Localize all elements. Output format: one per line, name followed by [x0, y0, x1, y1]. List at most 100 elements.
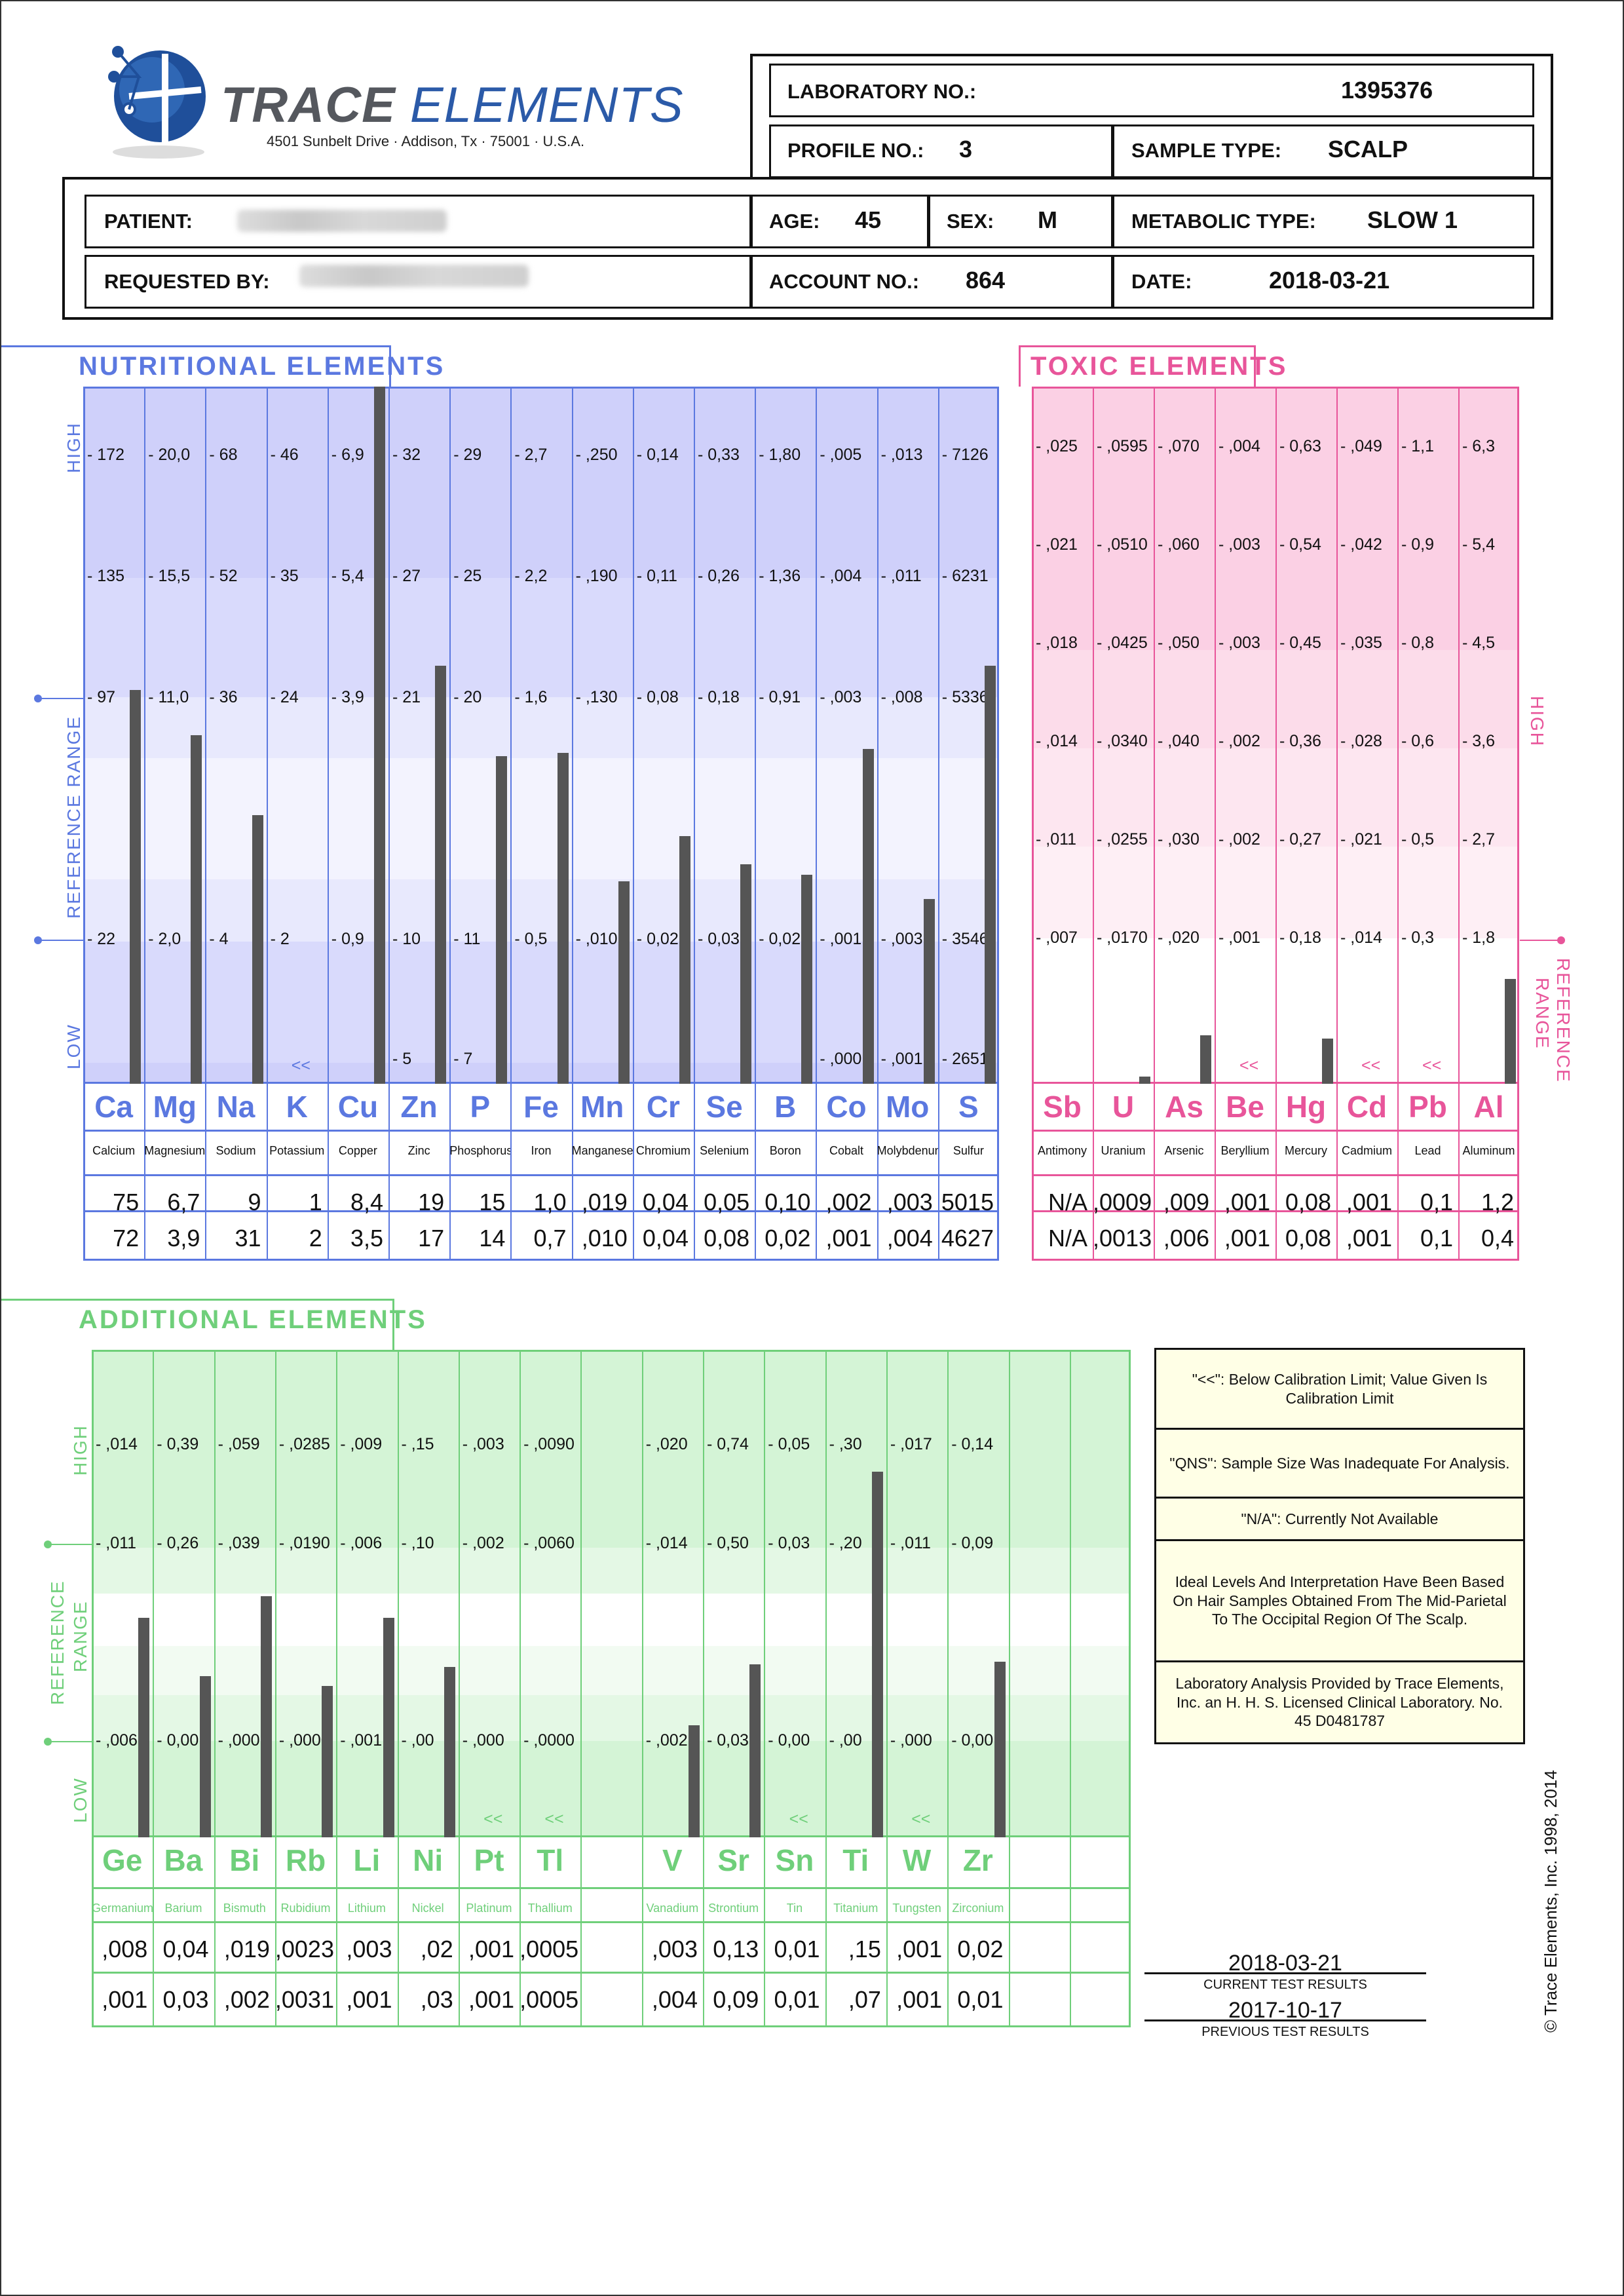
nutritional-tick-label: - 11,0	[148, 688, 189, 706]
nutritional-previous-value: ,001	[825, 1225, 872, 1252]
nutritional-low-tick: - ,001	[880, 1050, 923, 1068]
legend-laboratory: Laboratory Analysis Provided by Trace El…	[1175, 1674, 1504, 1730]
toxic-tick-label: - 0,63	[1279, 437, 1321, 455]
additional-tick-label: - ,009	[340, 1435, 383, 1453]
additional-tick-label: - 0,00	[157, 1731, 199, 1750]
toxic-tick-label: - ,0510	[1097, 535, 1148, 554]
nutritional-current-value: 6,7	[167, 1189, 200, 1215]
toxic-tick-label: - ,002	[1218, 830, 1260, 849]
additional-name: Bismuth	[223, 1902, 266, 1915]
additional-tick-label: - ,0000	[523, 1731, 575, 1750]
toxic-below-limit-marker: <<	[1361, 1056, 1381, 1075]
date-label: DATE:	[1131, 270, 1192, 293]
nutritional-tick-label: - 0,18	[698, 688, 740, 706]
additional-column-divider	[274, 1350, 276, 2027]
nutritional-tick-label: - ,013	[880, 446, 923, 464]
nutritional-tick-label: - 0,02	[759, 930, 801, 948]
nutritional-tick-label: - 20,0	[148, 446, 191, 464]
toxic-tick-label: - ,025	[1036, 437, 1078, 455]
toxic-tick-label: - 0,3	[1401, 928, 1435, 947]
nutritional-low-label: LOW	[64, 1024, 84, 1069]
nutritional-tick-label: - 27	[392, 567, 421, 585]
toxic-name: Lead	[1414, 1144, 1441, 1157]
additional-tick-label: - ,00	[829, 1731, 862, 1750]
toxic-tick-label: - ,003	[1218, 535, 1260, 554]
nutritional-tab-frame	[1, 345, 391, 387]
nutritional-band	[83, 578, 999, 697]
additional-current-value: ,003	[346, 1936, 392, 1962]
nutritional-tick-label: - 0,9	[331, 930, 364, 948]
nutritional-table-row-line	[83, 1130, 999, 1132]
nutritional-tick-label: - 24	[270, 688, 299, 706]
additional-tick-label: - ,000	[890, 1731, 932, 1750]
additional-name: Platinum	[466, 1902, 512, 1915]
toxic-below-limit-marker: <<	[1239, 1056, 1259, 1075]
nutritional-previous-value: 4627	[941, 1225, 994, 1252]
additional-tick-label: - ,0190	[278, 1534, 330, 1552]
additional-tick-label: - ,0285	[278, 1435, 330, 1453]
additional-tick-label: - 0,26	[157, 1534, 199, 1552]
current-date-rule	[1144, 1972, 1426, 1974]
nutritional-band	[83, 387, 999, 578]
nutritional-result-bar	[985, 665, 996, 1084]
nutritional-result-bar	[191, 735, 202, 1084]
nutritional-symbol: Na	[216, 1090, 255, 1124]
toxic-symbol: U	[1112, 1090, 1135, 1124]
toxic-tick-label: - 5,4	[1462, 535, 1496, 554]
nutritional-band	[83, 942, 999, 1063]
additional-result-bar	[199, 1676, 211, 1837]
nutritional-low-tick: - ,000	[820, 1050, 862, 1068]
toxic-tick-label: - ,001	[1218, 928, 1260, 947]
additional-tick-label: - 0,74	[707, 1435, 749, 1453]
nutritional-band	[83, 879, 999, 942]
additional-previous-value: ,001	[346, 1986, 392, 2013]
current-test-date: 2018-03-21	[1228, 1951, 1342, 1976]
nutritional-tick-label: - 7126	[941, 446, 989, 464]
nutritional-symbol: Fe	[523, 1090, 559, 1124]
additional-symbol: Sn	[775, 1843, 814, 1877]
nutritional-name: Copper	[338, 1144, 377, 1157]
toxic-reference-label: REFERENCE	[1553, 958, 1574, 1083]
additional-tick-label: - 0,03	[707, 1731, 749, 1750]
toxic-tick-label: - 0,36	[1279, 732, 1321, 750]
toxic-column-divider	[1336, 387, 1338, 1261]
additional-result-bar	[994, 1662, 1006, 1837]
nutritional-tick-label: - 2,2	[514, 567, 548, 585]
additional-column-divider	[580, 1350, 582, 2027]
toxic-previous-value: N/A	[1048, 1225, 1087, 1252]
additional-tick-label: - ,000	[217, 1731, 260, 1750]
age-box	[751, 195, 929, 248]
additional-tick-label: - ,014	[96, 1435, 138, 1453]
laboratory-no-value: 1395376	[1341, 77, 1433, 104]
nutritional-tick-label: - 36	[209, 688, 238, 706]
laboratory-no-box	[769, 64, 1534, 117]
sample-box	[1112, 124, 1534, 178]
nutritional-name: Phosphorus	[449, 1144, 511, 1157]
nutritional-name: Iron	[531, 1144, 552, 1157]
additional-result-bar	[138, 1618, 150, 1837]
toxic-tick-label: - ,060	[1158, 535, 1199, 554]
nutritional-result-bar	[435, 665, 447, 1084]
laboratory-no-label: LABORATORY NO.:	[787, 80, 977, 103]
nutritional-previous-value: 31	[235, 1225, 261, 1252]
toxic-tick-label: - 1,8	[1462, 928, 1496, 947]
additional-name: Nickel	[411, 1902, 444, 1915]
additional-current-value: ,003	[651, 1936, 698, 1962]
nutritional-column-divider	[937, 387, 939, 1261]
nutritional-previous-value: ,010	[581, 1225, 628, 1252]
additional-column-divider	[214, 1350, 216, 2027]
nutritional-symbol: Cu	[337, 1090, 379, 1124]
nutritional-current-value: ,002	[825, 1189, 872, 1215]
toxic-range-marker	[1520, 940, 1562, 941]
nutritional-name: Calcium	[92, 1144, 136, 1157]
legend-calibration: "<<": Below Calibration Limit; Value Giv…	[1156, 1350, 1523, 1430]
nutritional-tick-label: - 0,08	[636, 688, 679, 706]
previous-test-date: 2017-10-17	[1228, 1998, 1342, 2023]
nutritional-tick-label: - 68	[209, 446, 238, 464]
age-label: AGE:	[769, 210, 820, 233]
metabolic-type-label: METABOLIC TYPE:	[1131, 210, 1316, 233]
toxic-symbol: Pb	[1408, 1090, 1447, 1124]
additional-tick-label: - ,017	[890, 1435, 932, 1453]
nutritional-tick-label: - ,001	[820, 930, 862, 948]
additional-range-top-marker	[47, 1544, 93, 1545]
